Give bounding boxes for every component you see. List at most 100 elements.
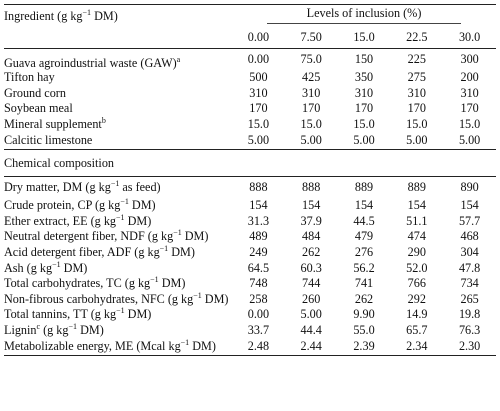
table-cell: 5.00 (300, 133, 322, 148)
composition-row: Acid detergent fiber, ADF (g kg−1 DM) 249… (4, 244, 496, 260)
ingredient-row: Guava agroindustrial waste (GAW)a 0.00 75.… (4, 49, 496, 70)
table-cell: 249 (249, 245, 268, 259)
composition-row: Total carbohydrates, TC (g kg−1 DM) 748 74… (4, 275, 496, 291)
table-cell: 734 (460, 276, 479, 291)
table-cell: 37.9 (300, 213, 322, 228)
table-cell: 47.8 (458, 260, 481, 275)
footnote-marker: −1 (120, 197, 129, 207)
table-cell: 15.0 (353, 116, 375, 131)
table-cell: 154 (460, 198, 479, 213)
composition-label: Acid detergent fiber, ADF (g kg−1 DM) (4, 243, 195, 259)
table-cell: 170 (460, 101, 479, 116)
ingredients-section: Guava agroindustrial waste (GAW)a 0.00 75.… (4, 49, 496, 150)
table-cell: 170 (354, 101, 374, 116)
composition-label: Neutral detergent fiber, NDF (g kg−1 DM) (4, 228, 209, 244)
table-cell: 225 (407, 52, 426, 67)
ingredient-row: Tifton hay 500 425 350 275 200 (4, 70, 496, 86)
composition-label: Metabolizable energy, ME (Mcal kg−1 DM) (4, 337, 232, 357)
table-cell: 15.0 (458, 116, 481, 131)
table-cell: 474 (407, 229, 426, 244)
table-cell: 744 (302, 276, 321, 291)
table-cell: 56.2 (353, 260, 375, 275)
table-cell: 14.9 (406, 307, 428, 322)
footnote-marker: −1 (110, 179, 120, 189)
levels-of-inclusion-header: Levels of inclusion (%) (232, 4, 497, 27)
ingredient-row: Ground corn 310 310 310 310 310 (4, 85, 496, 101)
footnote-marker: −1 (150, 275, 159, 285)
table-cell: 300 (460, 52, 479, 67)
table-cell: 15.0 (406, 116, 428, 131)
footnote-marker: −1 (173, 228, 182, 238)
table-cell: 766 (407, 276, 426, 291)
table-cell: 0.00 (247, 52, 270, 67)
table-cell: 5.00 (247, 133, 270, 148)
table-header-row: Ingredient (g kg−1 DM) Levels of inclusi… (4, 4, 497, 27)
composition-label: Crude protein, CP (g kg−1 DM) (4, 197, 156, 213)
table-cell: 310 (302, 85, 321, 100)
table-cell: 5.00 (300, 307, 322, 322)
table-cell: 741 (354, 276, 374, 291)
section-title-row: Chemical composition (4, 149, 497, 178)
footnote-marker: c (36, 321, 41, 331)
table-cell: 64.5 (247, 260, 270, 275)
level-header: 30.0 (443, 26, 497, 49)
ingredient-row: Calcitic limestone 5.00 5.00 5.00 5.00 5.00 (4, 132, 496, 150)
table-cell: 310 (249, 85, 268, 100)
footnote-marker: −1 (116, 306, 125, 316)
table-cell: 888 (249, 180, 268, 195)
table-cell: 276 (354, 245, 374, 259)
table-cell: 76.3 (458, 322, 481, 337)
table-cell: 200 (460, 70, 479, 85)
ingredient-row: Soybean meal 170 170 170 170 170 (4, 101, 496, 117)
table-cell: 889 (354, 180, 374, 195)
table-cell: 9.90 (353, 307, 375, 322)
table-cell: 55.0 (353, 322, 375, 337)
table-cell: 44.4 (300, 322, 322, 337)
table-cell: 425 (302, 70, 321, 85)
chemical-composition-title: Chemical composition (4, 149, 497, 178)
composition-label: Non-fibrous carbohydrates, NFC (g kg−1 D… (4, 290, 229, 306)
levels-row: 0.00 7.50 15.0 22.5 30.0 (4, 26, 497, 49)
feed-composition-table: Ingredient (g kg−1 DM) Levels of inclusi… (4, 4, 497, 357)
level-header: 0.00 (232, 26, 285, 49)
table-cell: 170 (302, 101, 321, 116)
table-cell: 154 (354, 198, 374, 213)
footnote-marker: −1 (68, 321, 78, 331)
table-cell: 170 (249, 101, 268, 116)
table-cell: 154 (302, 198, 321, 213)
ingredient-name: Soybean meal (4, 101, 73, 116)
table-cell: 304 (460, 245, 479, 259)
table-cell: 44.5 (353, 213, 375, 228)
level-header: 15.0 (337, 26, 391, 49)
table-cell: 888 (302, 180, 321, 195)
table-cell: 258 (249, 291, 268, 306)
table-cell: 60.3 (300, 260, 322, 275)
table-cell: 5.00 (353, 133, 375, 148)
table-cell: 748 (249, 276, 268, 291)
composition-row: Total tannins, TT (g kg−1 DM) 0.00 5.00 9.9… (4, 307, 496, 323)
composition-label: Total carbohydrates, TC (g kg−1 DM) (4, 275, 186, 291)
ingredient-row: Mineral supplementb 15.0 15.0 15.0 15.0 15.0 (4, 116, 496, 132)
table-cell: 0.00 (247, 307, 270, 322)
table-cell: 310 (407, 85, 426, 100)
level-header: 7.50 (284, 26, 338, 49)
table-cell: 489 (249, 229, 268, 244)
table-cell: 2.39 (337, 337, 391, 357)
table-cell: 33.7 (247, 322, 270, 337)
composition-section: Dry matter, DM (g kg−1 as feed) 888 888 889… (4, 177, 497, 357)
table-cell: 262 (302, 245, 321, 259)
table-cell: 15.0 (247, 116, 270, 131)
table-cell: 310 (354, 85, 374, 100)
footnote-marker: −1 (52, 259, 61, 269)
composition-row: Metabolizable energy, ME (Mcal kg−1 DM) 2… (4, 337, 497, 357)
table-cell: 265 (460, 291, 479, 306)
table-cell: 2.44 (284, 337, 338, 357)
composition-label: Ash (g kg−1 DM) (4, 259, 88, 275)
table-cell: 479 (354, 229, 374, 244)
table-cell: 150 (354, 52, 374, 67)
table-cell: 290 (407, 245, 426, 259)
composition-label: Total tannins, TT (g kg−1 DM) (4, 306, 152, 322)
ingredient-name: Calcitic limestone (4, 133, 93, 148)
footnote-marker: −1 (193, 290, 202, 300)
